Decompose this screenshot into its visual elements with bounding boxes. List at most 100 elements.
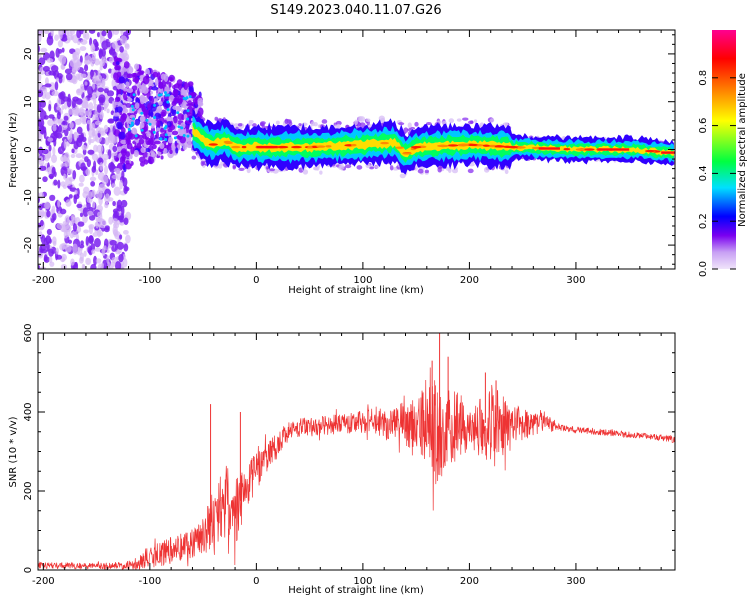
spectral-blob (120, 113, 128, 120)
noise-blob (87, 210, 94, 217)
noise-blob (116, 241, 124, 250)
spectral-blob (335, 120, 342, 126)
noise-blob (40, 248, 48, 254)
colorbar-tick-label: 0.6 (698, 118, 709, 134)
noise-blob (70, 258, 75, 266)
spectral-blob (159, 137, 163, 141)
spectral-blob (186, 109, 190, 113)
noise-blob (120, 35, 128, 45)
spectral-blob (186, 117, 190, 121)
spectral-blob (140, 111, 144, 115)
spectral-blob (187, 100, 192, 106)
noise-blob (61, 242, 68, 250)
noise-blob (56, 222, 64, 230)
noise-blob (84, 110, 92, 117)
noise-blob (39, 165, 47, 171)
noise-blob (38, 231, 43, 238)
ridge-peak (231, 145, 241, 149)
spectral-blob (122, 108, 129, 114)
noise-blob (82, 207, 89, 217)
spectral-blob (114, 65, 121, 71)
y-tick-label: 0 (23, 567, 34, 573)
spectral-blob (369, 166, 375, 170)
spectral-blob (120, 148, 127, 156)
noise-blob (73, 141, 79, 150)
spectral-blob (356, 165, 363, 170)
spectral-blob (407, 122, 412, 129)
spectral-blob (179, 135, 187, 144)
spectral-blob (131, 72, 138, 77)
spectral-blob (117, 146, 122, 153)
noise-blob (44, 154, 50, 162)
noise-blob (64, 215, 71, 224)
spectral-blob (159, 93, 163, 97)
noise-blob (124, 43, 130, 50)
spectral-blob (160, 73, 166, 80)
spectral-blob (139, 115, 145, 123)
y-tick-label: -20 (23, 237, 34, 253)
y-tick-label: 400 (23, 402, 34, 421)
spectral-blob (126, 73, 133, 79)
noise-blob (91, 165, 97, 173)
noise-blob (79, 108, 86, 116)
colorbar-tick-label: 0.0 (698, 261, 709, 277)
spectral-blob (139, 121, 145, 129)
spectral-blob (125, 81, 130, 88)
y-tick-label: 600 (23, 323, 34, 342)
spectral-blob (138, 84, 146, 94)
noise-blob (77, 40, 81, 46)
noise-blob (38, 89, 44, 98)
noise-blob (53, 117, 58, 126)
spectral-blob (160, 127, 165, 133)
noise-blob (68, 133, 73, 143)
noise-blob (76, 187, 80, 197)
snr-ylabel: SNR (10 * v/v) (8, 416, 19, 487)
noise-blob (72, 169, 77, 180)
noise-blob (79, 244, 85, 249)
spectral-blob (164, 93, 168, 97)
noise-blob (121, 56, 129, 62)
noise-blob (55, 254, 63, 260)
spectral-blob (251, 123, 257, 128)
spectral-blob (166, 108, 170, 112)
noise-blob (48, 114, 55, 119)
spectral-blob (298, 123, 302, 127)
spectral-blob (150, 95, 155, 105)
spectral-blob (150, 111, 154, 118)
spectral-blob (114, 100, 122, 106)
spectral-blob (131, 117, 135, 121)
spectral-blob (321, 119, 328, 124)
spectral-blob (113, 72, 119, 81)
spectral-blob (114, 96, 121, 102)
noise-blob (94, 238, 101, 248)
noise-blob (96, 31, 101, 38)
noise-blob (112, 218, 118, 224)
spectral-blob (124, 162, 132, 170)
spectral-blob (357, 115, 363, 122)
spectral-blob (145, 73, 149, 80)
spectral-blob (150, 150, 154, 155)
ridge-peak (208, 143, 218, 146)
noise-blob (123, 243, 129, 252)
noise-blob (116, 199, 123, 209)
noise-blob (95, 221, 99, 229)
spectral-blob (131, 108, 135, 112)
spectral-blob (168, 94, 175, 103)
noise-blob (79, 46, 87, 52)
noise-blob (112, 200, 116, 207)
noise-blob (72, 230, 77, 238)
spectral-blob (132, 93, 136, 97)
x-tick-label: 0 (253, 576, 259, 587)
noise-blob (92, 232, 99, 237)
noise-blob (58, 48, 63, 54)
noise-blob (95, 258, 102, 264)
noise-blob (64, 68, 72, 75)
x-tick-label: 200 (460, 275, 479, 286)
ridge-peak (506, 145, 517, 149)
ridge-peak (516, 146, 526, 149)
noise-blob (101, 77, 106, 88)
noise-blob (100, 262, 105, 269)
spectrogram-ylabel: Frequency (Hz) (8, 112, 19, 188)
spectral-blob (178, 98, 183, 105)
